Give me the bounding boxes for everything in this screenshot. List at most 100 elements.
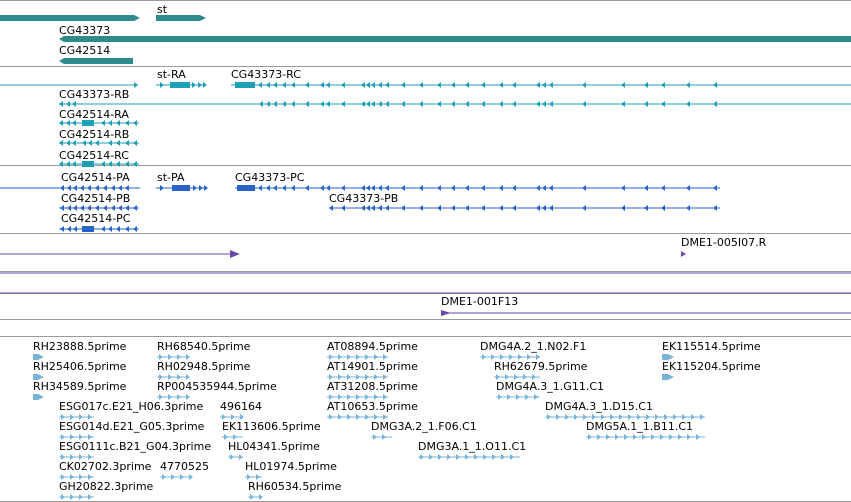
exon-arrow[interactable] [256,474,260,480]
exon-arrow[interactable] [329,374,333,380]
exon-arrow[interactable] [378,205,382,211]
exon-arrow[interactable] [621,82,625,88]
est-label[interactable]: RH34589.5prime [33,380,127,393]
exon-arrow[interactable] [420,454,424,460]
exon-arrow[interactable] [385,185,389,191]
exon-arrow[interactable] [465,185,469,191]
exon-arrow[interactable] [82,140,86,146]
exon-arrow[interactable] [371,205,375,211]
exon-arrow[interactable] [365,394,369,400]
exon-arrow[interactable] [628,414,632,420]
feature-label[interactable]: CG42514-PA [61,171,130,184]
est-label[interactable]: EK113606.5prime [222,420,321,433]
exon-arrow[interactable] [374,414,378,420]
exon-arrow[interactable] [159,354,163,360]
exon-arrow[interactable] [615,434,619,440]
exon-arrow[interactable] [59,120,63,126]
est-label[interactable]: RH25406.5prime [33,360,127,373]
exon-arrow[interactable] [177,354,181,360]
exon-arrow[interactable] [525,394,529,400]
exon-arrow[interactable] [180,474,184,480]
exon-arrow[interactable] [664,414,668,420]
exon-arrow[interactable] [373,434,377,440]
exon-arrow[interactable] [79,434,83,440]
exon-arrow[interactable] [266,82,270,88]
est-label[interactable]: RH68540.5prime [157,340,251,353]
exon-arrow[interactable] [66,140,70,146]
exon-arrow[interactable] [583,414,587,420]
exon-arrow[interactable] [713,101,717,107]
exon-arrow[interactable] [542,101,546,107]
exon-arrow[interactable] [125,120,129,126]
exon-arrow[interactable] [273,101,277,107]
exon-arrow[interactable] [329,205,333,211]
exon-arrow[interactable] [258,185,262,191]
exon-arrow[interactable] [456,454,460,460]
exon-arrow[interactable] [371,82,375,88]
exon-arrow[interactable] [259,494,263,500]
exon-arrow[interactable] [451,185,455,191]
exon-arrow[interactable] [80,185,84,191]
exon-arrow[interactable] [592,414,596,420]
exon-arrow[interactable] [481,205,485,211]
exon-arrow[interactable] [329,354,333,360]
exon-arrow[interactable] [101,226,105,232]
est-bar[interactable] [33,374,44,380]
exon-arrow[interactable] [378,185,382,191]
exon-arrow[interactable] [79,414,83,420]
exon-arrow[interactable] [621,185,625,191]
exon-arrow[interactable] [713,82,717,88]
exon-arrow[interactable] [87,185,91,191]
exon-arrow[interactable] [385,101,389,107]
exon-arrow[interactable] [116,120,120,126]
exon-arrow[interactable] [686,101,690,107]
exon-arrow[interactable] [88,434,92,440]
exon-arrow[interactable] [523,374,527,380]
exon-arrow[interactable] [70,474,74,480]
exon-arrow[interactable] [73,205,77,211]
exon-arrow[interactable] [67,226,71,232]
exon-arrow[interactable] [610,414,614,420]
exon-arrow[interactable] [125,140,129,146]
exon-arrow[interactable] [347,354,351,360]
exon-arrow[interactable] [447,454,451,460]
exon-arrow[interactable] [536,185,540,191]
est-label[interactable]: DMG4A.2_1.N02.F1 [480,340,586,353]
est-bar[interactable] [33,354,44,360]
exon-arrow[interactable] [492,454,496,460]
exon-arrow[interactable] [338,374,342,380]
feature-label[interactable]: st-RA [157,68,186,81]
exon-arrow[interactable] [118,205,122,211]
exon-arrow[interactable] [222,414,226,420]
exon-arrow[interactable] [374,374,378,380]
exon-arrow[interactable] [61,474,65,480]
exon-arrow[interactable] [108,140,112,146]
exon-arrow[interactable] [230,454,234,460]
exon-arrow[interactable] [258,82,262,88]
exon-arrow[interactable] [633,434,637,440]
exon-arrow[interactable] [233,434,237,440]
exon-arrow[interactable] [231,414,235,420]
exon-arrow[interactable] [624,434,628,440]
exon-arrow[interactable] [80,205,84,211]
exon-arrow[interactable] [556,414,560,420]
exon-arrow[interactable] [125,226,129,232]
exon-arrow[interactable] [72,140,76,146]
exon-arrow[interactable] [661,82,665,88]
exon-arrow[interactable] [103,185,107,191]
bac-end-marker[interactable] [230,250,240,258]
exon-arrow[interactable] [481,82,485,88]
exon-arrow[interactable] [499,185,503,191]
exon-arrow[interactable] [326,82,330,88]
est-label[interactable]: DMG3A.2_1.F06.C1 [371,420,477,433]
exon-arrow[interactable] [516,394,520,400]
exon-arrow[interactable] [527,354,531,360]
exon-block[interactable] [82,161,94,167]
exon-arrow[interactable] [382,434,386,440]
exon-arrow[interactable] [401,205,405,211]
exon-arrow[interactable] [637,414,641,420]
exon-arrow[interactable] [686,185,690,191]
exon-arrow[interactable] [133,161,137,167]
exon-arrow[interactable] [542,185,546,191]
exon-arrow[interactable] [341,101,345,107]
